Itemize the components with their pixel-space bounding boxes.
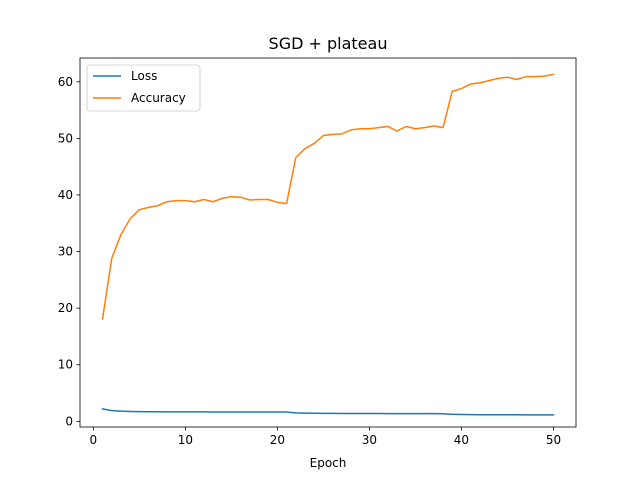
y-tick-label: 50 xyxy=(58,131,73,145)
x-tick-label: 10 xyxy=(178,433,193,447)
series-layer xyxy=(101,73,555,416)
series-line-accuracy xyxy=(101,73,555,320)
x-axis: 0 10 20 30 40 50 xyxy=(90,427,561,447)
plot-frame xyxy=(79,57,577,428)
y-tick-label: 30 xyxy=(58,245,73,259)
series-line-loss xyxy=(101,408,555,416)
x-tick-label: 30 xyxy=(362,433,377,447)
legend: Loss Accuracy xyxy=(86,64,201,112)
plot-background xyxy=(80,58,576,427)
x-tick-label: 50 xyxy=(546,433,561,447)
y-axis: 0 10 20 30 40 50 60 xyxy=(58,75,80,428)
chart-title: SGD + plateau xyxy=(269,34,388,53)
x-tick-label: 0 xyxy=(90,433,98,447)
x-tick-label: 40 xyxy=(454,433,469,447)
y-tick-label: 10 xyxy=(58,358,73,372)
x-axis-label: Epoch xyxy=(310,456,347,470)
legend-label-loss: Loss xyxy=(131,69,157,83)
y-tick-label: 40 xyxy=(58,188,73,202)
y-tick-label: 0 xyxy=(65,414,73,428)
x-tick-label: 20 xyxy=(270,433,285,447)
legend-label-accuracy: Accuracy xyxy=(131,91,186,105)
y-tick-label: 20 xyxy=(58,301,73,315)
y-tick-label: 60 xyxy=(58,75,73,89)
